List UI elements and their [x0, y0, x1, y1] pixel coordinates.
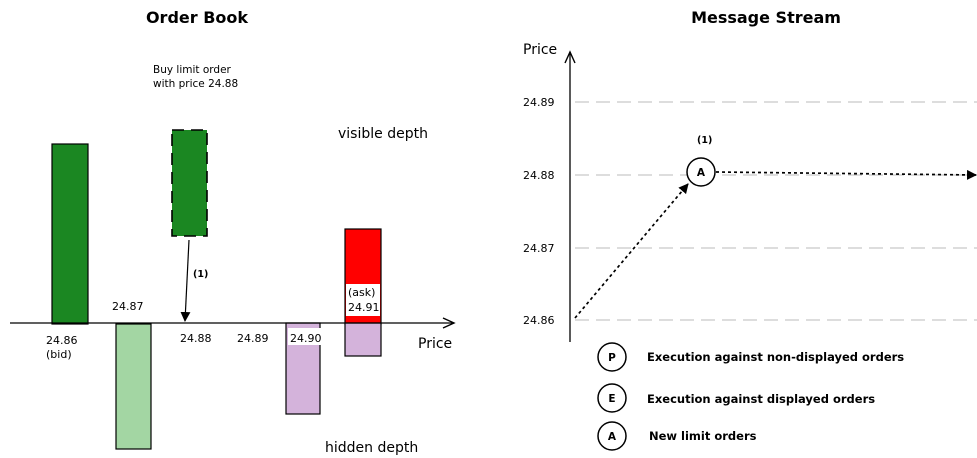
legend-item-e: E Execution against displayed orders	[597, 383, 875, 413]
price-label-24-86: 24.86	[46, 334, 78, 347]
legend-p-text: Execution against non-displayed orders	[647, 350, 904, 364]
legend-e-icon	[597, 383, 627, 413]
order-arrow	[180, 239, 191, 322]
bid-visible-bar	[51, 143, 89, 325]
hidden-depth-label: hidden depth	[325, 440, 418, 456]
y-tick-24-89: 24.89	[523, 96, 555, 109]
order-book-panel: Order Book Buy limit order with price 24…	[10, 8, 456, 456]
incoming-buy-order-bar	[171, 129, 208, 237]
price-label-24-89: 24.89	[237, 332, 269, 345]
legend-a-icon	[597, 421, 627, 451]
legend-item-p: P Execution against non-displayed orders	[597, 342, 904, 372]
y-tick-24-86: 24.86	[523, 314, 555, 327]
price-label-24-87: 24.87	[112, 300, 144, 313]
event-node-a: A	[686, 157, 716, 187]
legend-e-text: Execution against displayed orders	[647, 392, 875, 406]
legend-p-letter: P	[608, 352, 616, 364]
legend-a-letter: A	[608, 431, 617, 443]
legend-a-text: New limit orders	[649, 429, 757, 443]
legend-p-icon	[597, 342, 627, 372]
ask-label: (ask)	[348, 286, 375, 299]
message-stream-y-axis-label: Price	[523, 42, 557, 58]
y-tick-24-87: 24.87	[523, 242, 555, 255]
legend-item-a: A New limit orders	[597, 421, 757, 451]
stream-path-outgoing	[715, 169, 977, 180]
price-label-bg-24-90	[288, 328, 326, 345]
legend-e-letter: E	[608, 393, 615, 405]
order-marker: (1)	[193, 269, 208, 280]
hidden-bar-24-91	[344, 322, 382, 357]
price-label-24-91: 24.91	[348, 301, 380, 314]
visible-depth-label: visible depth	[338, 126, 428, 142]
y-tick-24-88: 24.88	[523, 169, 555, 182]
price-label-24-90: 24.90	[290, 332, 322, 345]
stream-path-incoming	[574, 183, 689, 319]
price-axis-label: Price	[418, 336, 452, 352]
price-label-24-88: 24.88	[180, 332, 212, 345]
hidden-bar-24-87	[115, 323, 152, 450]
message-stream-title: Message Stream	[691, 8, 841, 27]
event-node-letter: A	[697, 167, 706, 179]
order-book-title: Order Book	[146, 8, 248, 27]
stream-marker: (1)	[697, 135, 712, 146]
message-stream-panel: Message Stream Price 24.89 24.88 24.87 2…	[523, 8, 977, 451]
annotation-line-1: Buy limit order	[153, 64, 232, 76]
ask-label-bg	[346, 284, 380, 316]
legend: P Execution against non-displayed orders…	[597, 342, 904, 451]
annotation-line-2: with price 24.88	[153, 78, 238, 90]
bid-label: (bid)	[46, 348, 72, 361]
